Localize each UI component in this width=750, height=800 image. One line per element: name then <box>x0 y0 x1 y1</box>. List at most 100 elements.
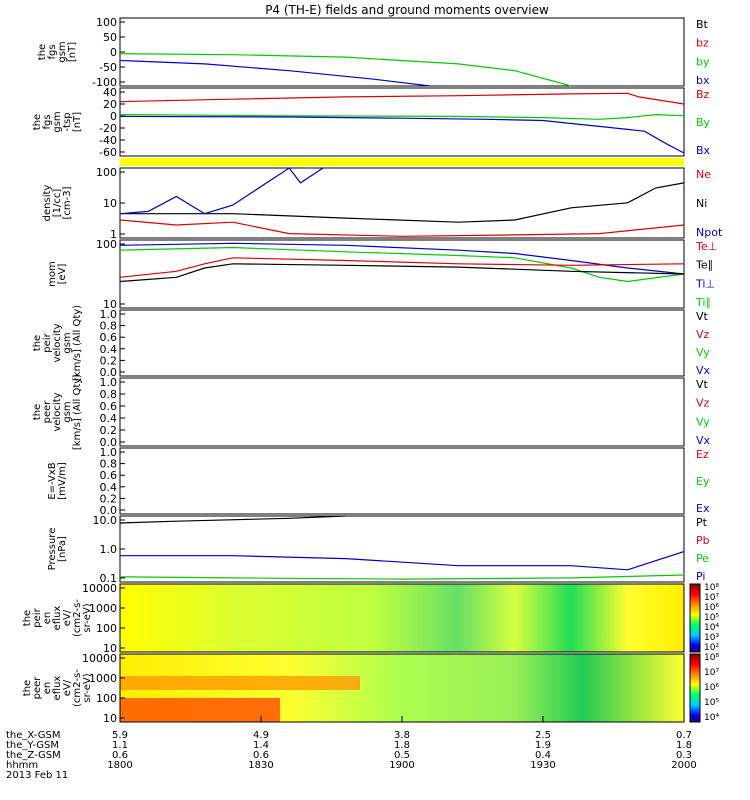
y-tick-label: 0.0 <box>100 366 118 379</box>
x-row-label: hhmm <box>6 760 38 771</box>
y-tick-label: 0.6 <box>100 469 118 482</box>
y-tick-label: 100 <box>96 166 117 179</box>
x-row-value: 1.8 <box>676 740 692 751</box>
y-tick-label: -50 <box>99 61 117 74</box>
y-axis-label: density[1/cc][cm-3] <box>42 185 73 222</box>
x-row-value: 0.3 <box>676 750 692 761</box>
colorbar <box>689 653 701 723</box>
panel-3 <box>120 158 684 166</box>
series-line <box>119 574 685 580</box>
y-tick-label: 100 <box>96 692 117 705</box>
legend-entry: Pe <box>696 552 709 565</box>
y-tick-label: 0.8 <box>100 388 118 401</box>
spectrogram-hot-region <box>120 698 280 722</box>
legend-entry: bz <box>696 37 709 50</box>
y-axis-label: Pressure[nPa] <box>47 528 68 571</box>
series-line <box>119 167 324 215</box>
colorbar-tick-label: 10⁶ <box>704 683 719 693</box>
legend-entry: Ni <box>696 197 707 210</box>
x-row-label: the_X-GSM <box>6 730 60 741</box>
date-label: 2013 Feb 11 <box>6 770 68 781</box>
x-row-value: 1.1 <box>112 740 128 751</box>
legend-entry: By <box>696 116 711 129</box>
x-row-value: 3.8 <box>394 730 410 741</box>
y-tick-label: -40 <box>99 134 117 147</box>
y-tick-label: 1 <box>110 228 117 241</box>
y-tick-label: 0.2 <box>100 424 118 437</box>
y-tick-label: 100 <box>96 16 117 29</box>
y-axis-label: mom[eV] <box>47 261 68 287</box>
legend-entry: Npot <box>696 226 723 239</box>
colorbar-tick-label: 10⁵ <box>704 613 719 623</box>
panel-4: 100 10 1 density[1/cc][cm-3] Ne Ni Npot <box>42 166 723 241</box>
y-axis-label: thepeervelocitygsm[km/s] (All Qty) <box>32 374 83 450</box>
y-axis-label: thefgsgsm-tsp[nT] <box>32 111 83 132</box>
legend-entry: Vz <box>696 328 710 341</box>
legend-entry: Ne <box>696 168 711 181</box>
y-tick-label: 0.1 <box>100 572 118 585</box>
panel-8: 1.00.80.60.40.20.0 E=-VxB[mV/m] Ez Ey Ex <box>47 446 710 517</box>
y-tick-label: 50 <box>103 31 117 44</box>
y-tick-label: 10 <box>103 197 117 210</box>
legend-entry: Ti⊥ <box>695 277 715 290</box>
series-line <box>119 246 685 283</box>
colorbar-tick-label: 10⁵ <box>704 698 719 708</box>
spectrogram-band <box>120 676 360 690</box>
panel-frame <box>119 167 685 239</box>
legend-entry: Vt <box>696 378 709 391</box>
legend-entry: Pb <box>696 534 710 547</box>
series-line <box>119 53 572 87</box>
panel-frame <box>119 87 685 157</box>
series-line <box>119 257 685 278</box>
series-line <box>119 515 346 524</box>
x-row-value: 0.6 <box>112 750 128 761</box>
y-axis-label: thepeirenefluxeV/(cm2-s-sr-eV) <box>22 599 93 637</box>
y-axis-label: E=-VxB[mV/m] <box>47 462 68 500</box>
x-row-value: 1.4 <box>253 740 269 751</box>
yellow-band <box>120 158 684 166</box>
x-row-value: 1.9 <box>535 740 551 751</box>
legend-entry: Bx <box>696 144 711 157</box>
series-line <box>119 59 431 87</box>
y-tick-label: -20 <box>99 122 117 135</box>
legend-entry: Vx <box>696 364 711 377</box>
y-tick-label: 0.8 <box>100 320 118 333</box>
x-row-value: 1900 <box>389 760 414 771</box>
y-tick-label: 40 <box>103 86 117 99</box>
panel-6: 1.00.80.60.40.20.0 thepeirvelocitygsm[km/… <box>32 305 711 381</box>
colorbar-tick-label: 10⁶ <box>704 603 719 613</box>
x-row-label: the_Y-GSM <box>6 740 59 751</box>
panel-frame <box>119 447 685 515</box>
x-row-value: 5.9 <box>112 730 128 741</box>
panel-frame <box>119 239 685 309</box>
y-axis-label: thepeirvelocitygsm[km/s] (All Qty) <box>32 305 83 381</box>
y-tick-label: 10.0 <box>93 514 118 527</box>
y-tick-label: 0.8 <box>100 458 118 471</box>
y-tick-label: 1.0 <box>100 543 118 556</box>
y-tick-label: 100 <box>96 238 117 251</box>
spectrogram <box>120 584 684 652</box>
colorbar-tick-label: 10³ <box>704 633 719 643</box>
panel-5: 100 10 mom[eV] Te⊥ Te∥ Ti⊥ Ti∥ <box>47 238 717 311</box>
x-row-value: 0.6 <box>253 750 269 761</box>
legend-entry: Pi <box>696 570 705 583</box>
y-tick-label: 10 <box>103 712 117 725</box>
legend-entry: Ex <box>696 502 710 515</box>
series-line <box>120 182 685 223</box>
panel-9: 10.0 1.0 0.1 Pressure[nPa] Pt Pb Pe Pi <box>47 514 710 585</box>
legend-entry: Te∥ <box>695 259 713 272</box>
y-tick-label: 10000 <box>82 652 117 665</box>
series-line <box>119 219 685 237</box>
y-tick-label: 0.0 <box>100 436 118 449</box>
y-tick-label: 1.0 <box>100 308 118 321</box>
x-row-value: 4.9 <box>253 730 269 741</box>
series-line <box>119 92 685 105</box>
y-tick-label: 0.0 <box>100 504 118 517</box>
colorbar-tick-label: 10⁴ <box>704 623 719 633</box>
y-tick-label: 0 <box>110 46 117 59</box>
y-tick-label: 100 <box>96 622 117 635</box>
legend-entry: Ti∥ <box>695 296 711 309</box>
x-row-value: 1930 <box>530 760 555 771</box>
series-line <box>120 551 685 571</box>
